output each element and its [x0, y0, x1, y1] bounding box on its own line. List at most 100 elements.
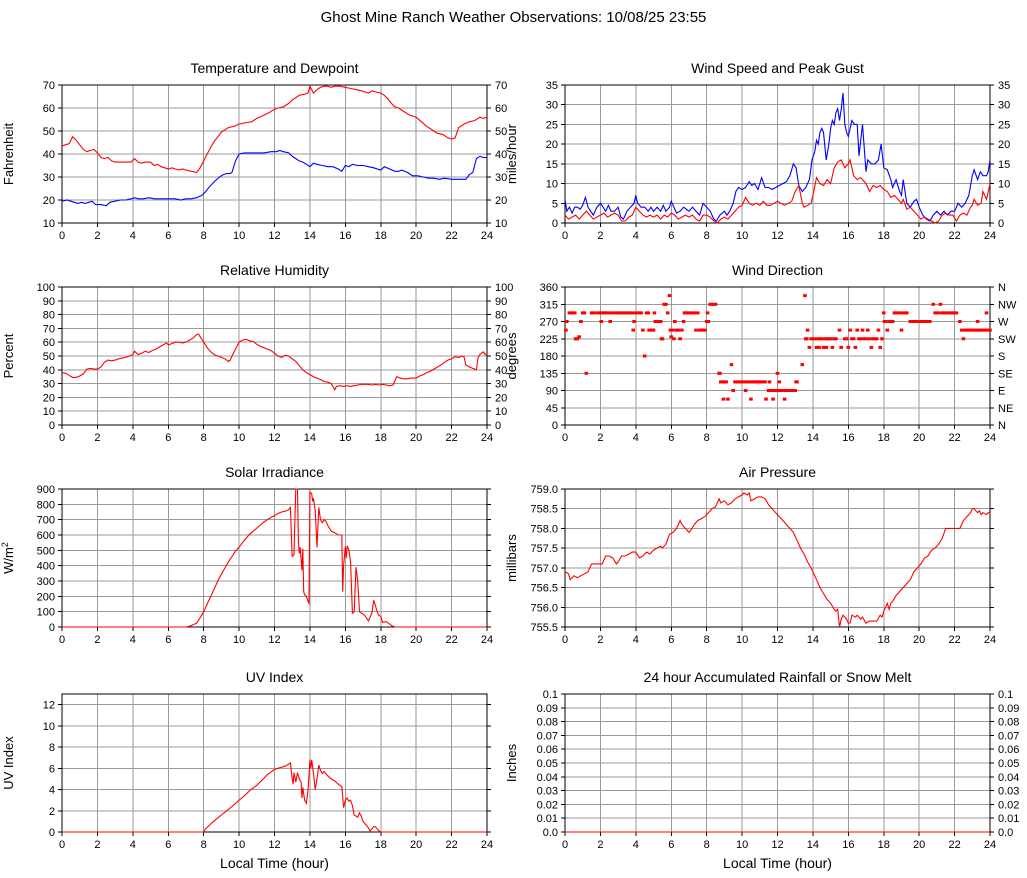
svg-text:14: 14 — [807, 634, 819, 646]
svg-text:10: 10 — [495, 218, 507, 230]
svg-text:24: 24 — [984, 839, 996, 851]
svg-text:10: 10 — [495, 406, 507, 418]
svg-text:0.1: 0.1 — [543, 689, 558, 701]
svg-text:8: 8 — [704, 634, 710, 646]
svg-text:0.0: 0.0 — [543, 827, 558, 839]
svg-text:70: 70 — [495, 80, 507, 92]
svg-text:10: 10 — [736, 839, 748, 851]
svg-text:12: 12 — [771, 839, 783, 851]
svg-text:20: 20 — [43, 392, 55, 404]
svg-text:100: 100 — [495, 282, 513, 294]
svg-text:20: 20 — [913, 839, 925, 851]
svg-text:22: 22 — [948, 634, 960, 646]
svg-text:0.08: 0.08 — [998, 717, 1019, 729]
svg-text:22: 22 — [445, 634, 457, 646]
svg-text:24: 24 — [481, 432, 493, 444]
svg-text:0: 0 — [49, 827, 55, 839]
svg-text:35: 35 — [998, 80, 1010, 92]
svg-text:16: 16 — [842, 432, 854, 444]
svg-text:0.09: 0.09 — [537, 703, 558, 715]
svg-text:8: 8 — [201, 432, 207, 444]
svg-text:0.06: 0.06 — [998, 744, 1019, 756]
svg-text:16: 16 — [842, 230, 854, 242]
svg-text:2: 2 — [597, 839, 603, 851]
svg-text:18: 18 — [878, 839, 890, 851]
svg-text:6: 6 — [165, 839, 171, 851]
svg-text:225: 225 — [540, 334, 558, 346]
svg-text:Inches: Inches — [504, 743, 519, 782]
svg-text:16: 16 — [842, 839, 854, 851]
svg-text:0.05: 0.05 — [537, 758, 558, 770]
svg-text:UV Index: UV Index — [1, 736, 16, 790]
svg-text:8: 8 — [49, 742, 55, 754]
svg-text:12: 12 — [268, 230, 280, 242]
svg-text:8: 8 — [201, 634, 207, 646]
svg-text:0: 0 — [59, 432, 65, 444]
svg-text:18: 18 — [375, 432, 387, 444]
svg-text:6: 6 — [668, 634, 674, 646]
svg-text:2: 2 — [94, 634, 100, 646]
svg-text:757.5: 757.5 — [530, 543, 558, 555]
svg-text:12: 12 — [771, 432, 783, 444]
svg-text:14: 14 — [304, 839, 316, 851]
svg-text:16: 16 — [339, 634, 351, 646]
svg-text:0: 0 — [562, 230, 568, 242]
svg-text:40: 40 — [43, 365, 55, 377]
svg-text:900: 900 — [37, 484, 55, 496]
svg-text:0: 0 — [59, 634, 65, 646]
svg-text:755.5: 755.5 — [530, 622, 558, 634]
svg-text:5: 5 — [998, 198, 1004, 210]
svg-text:0.1: 0.1 — [998, 689, 1013, 701]
svg-text:20: 20 — [43, 195, 55, 207]
svg-text:20: 20 — [495, 392, 507, 404]
svg-text:30: 30 — [998, 100, 1010, 112]
svg-text:756.5: 756.5 — [530, 583, 558, 595]
svg-text:14: 14 — [807, 839, 819, 851]
svg-text:30: 30 — [495, 379, 507, 391]
svg-text:0.07: 0.07 — [537, 730, 558, 742]
svg-text:300: 300 — [37, 576, 55, 588]
svg-text:10: 10 — [233, 839, 245, 851]
svg-text:4: 4 — [130, 432, 136, 444]
svg-text:10: 10 — [43, 406, 55, 418]
svg-text:22: 22 — [948, 839, 960, 851]
svg-text:0: 0 — [562, 432, 568, 444]
svg-text:Local Time (hour): Local Time (hour) — [723, 855, 832, 871]
svg-text:20: 20 — [495, 195, 507, 207]
svg-text:24: 24 — [481, 634, 493, 646]
svg-text:0: 0 — [552, 420, 558, 432]
svg-text:Local Time (hour): Local Time (hour) — [220, 855, 329, 871]
svg-text:2: 2 — [49, 806, 55, 818]
svg-text:N: N — [998, 282, 1006, 294]
svg-text:35: 35 — [546, 80, 558, 92]
svg-text:0.04: 0.04 — [998, 772, 1019, 784]
svg-text:14: 14 — [807, 230, 819, 242]
svg-text:20: 20 — [410, 432, 422, 444]
svg-text:10: 10 — [43, 721, 55, 733]
svg-text:0.07: 0.07 — [998, 730, 1019, 742]
svg-text:45: 45 — [546, 403, 558, 415]
svg-text:22: 22 — [445, 839, 457, 851]
svg-text:degrees: degrees — [504, 332, 519, 379]
svg-text:50: 50 — [43, 126, 55, 138]
svg-text:80: 80 — [495, 310, 507, 322]
svg-text:22: 22 — [445, 432, 457, 444]
svg-text:0: 0 — [562, 839, 568, 851]
svg-text:50: 50 — [495, 126, 507, 138]
svg-text:50: 50 — [43, 351, 55, 363]
svg-text:Percent: Percent — [1, 333, 16, 378]
svg-text:miles/hour: miles/hour — [504, 123, 519, 184]
svg-text:Fahrenheit: Fahrenheit — [1, 123, 16, 186]
svg-text:24: 24 — [984, 634, 996, 646]
svg-text:20: 20 — [913, 432, 925, 444]
svg-text:4: 4 — [633, 634, 639, 646]
svg-text:0.02: 0.02 — [998, 799, 1019, 811]
svg-text:2: 2 — [597, 634, 603, 646]
svg-text:6: 6 — [668, 839, 674, 851]
svg-text:8: 8 — [201, 230, 207, 242]
svg-text:30: 30 — [43, 379, 55, 391]
svg-text:0.06: 0.06 — [537, 744, 558, 756]
svg-text:E: E — [998, 386, 1005, 398]
svg-text:2: 2 — [597, 432, 603, 444]
